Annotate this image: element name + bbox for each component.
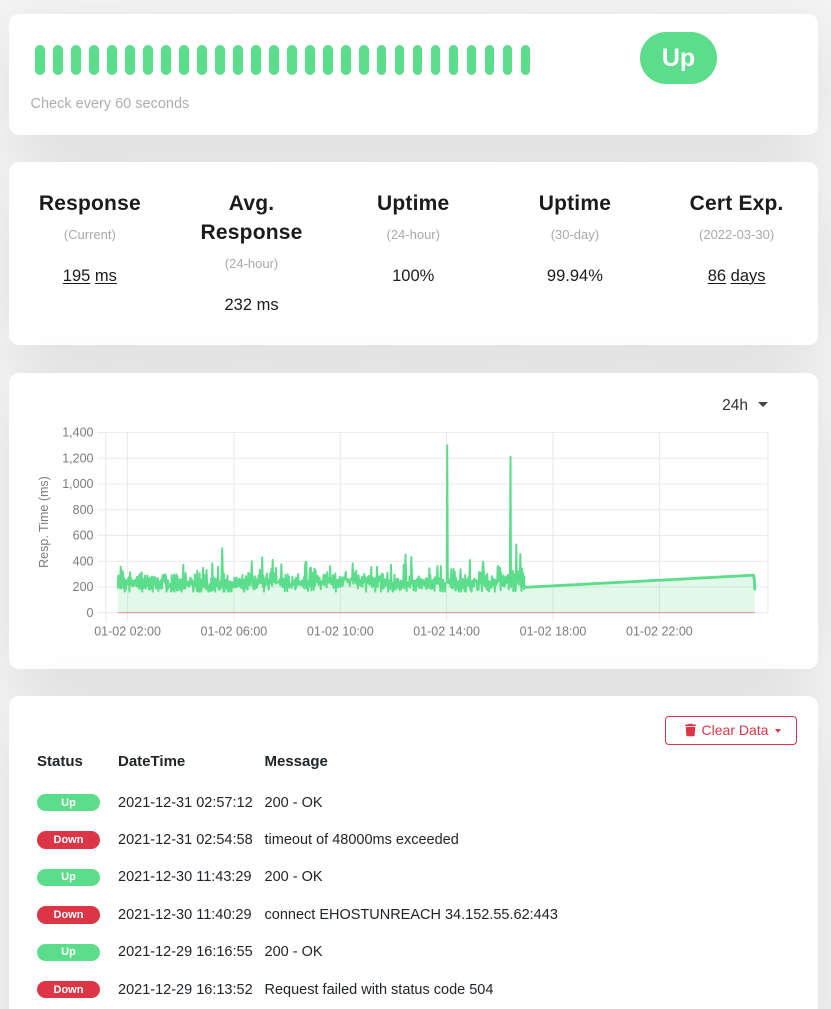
svg-text:1,400: 1,400	[62, 426, 93, 440]
svg-text:400: 400	[73, 554, 94, 568]
svg-text:01-02 06:00: 01-02 06:00	[201, 625, 268, 639]
svg-text:800: 800	[73, 503, 94, 517]
svg-text:01-02 02:00: 01-02 02:00	[94, 625, 161, 639]
svg-text:1,200: 1,200	[62, 451, 93, 465]
svg-text:0: 0	[87, 606, 94, 620]
svg-text:600: 600	[73, 529, 94, 543]
svg-text:01-02 10:00: 01-02 10:00	[307, 625, 374, 639]
svg-text:01-02 18:00: 01-02 18:00	[520, 625, 587, 639]
svg-text:Resp. Time (ms): Resp. Time (ms)	[37, 476, 51, 568]
svg-text:01-02 22:00: 01-02 22:00	[626, 625, 693, 639]
svg-text:200: 200	[73, 580, 94, 594]
svg-text:01-02 14:00: 01-02 14:00	[413, 625, 480, 639]
svg-text:1,000: 1,000	[62, 477, 93, 491]
